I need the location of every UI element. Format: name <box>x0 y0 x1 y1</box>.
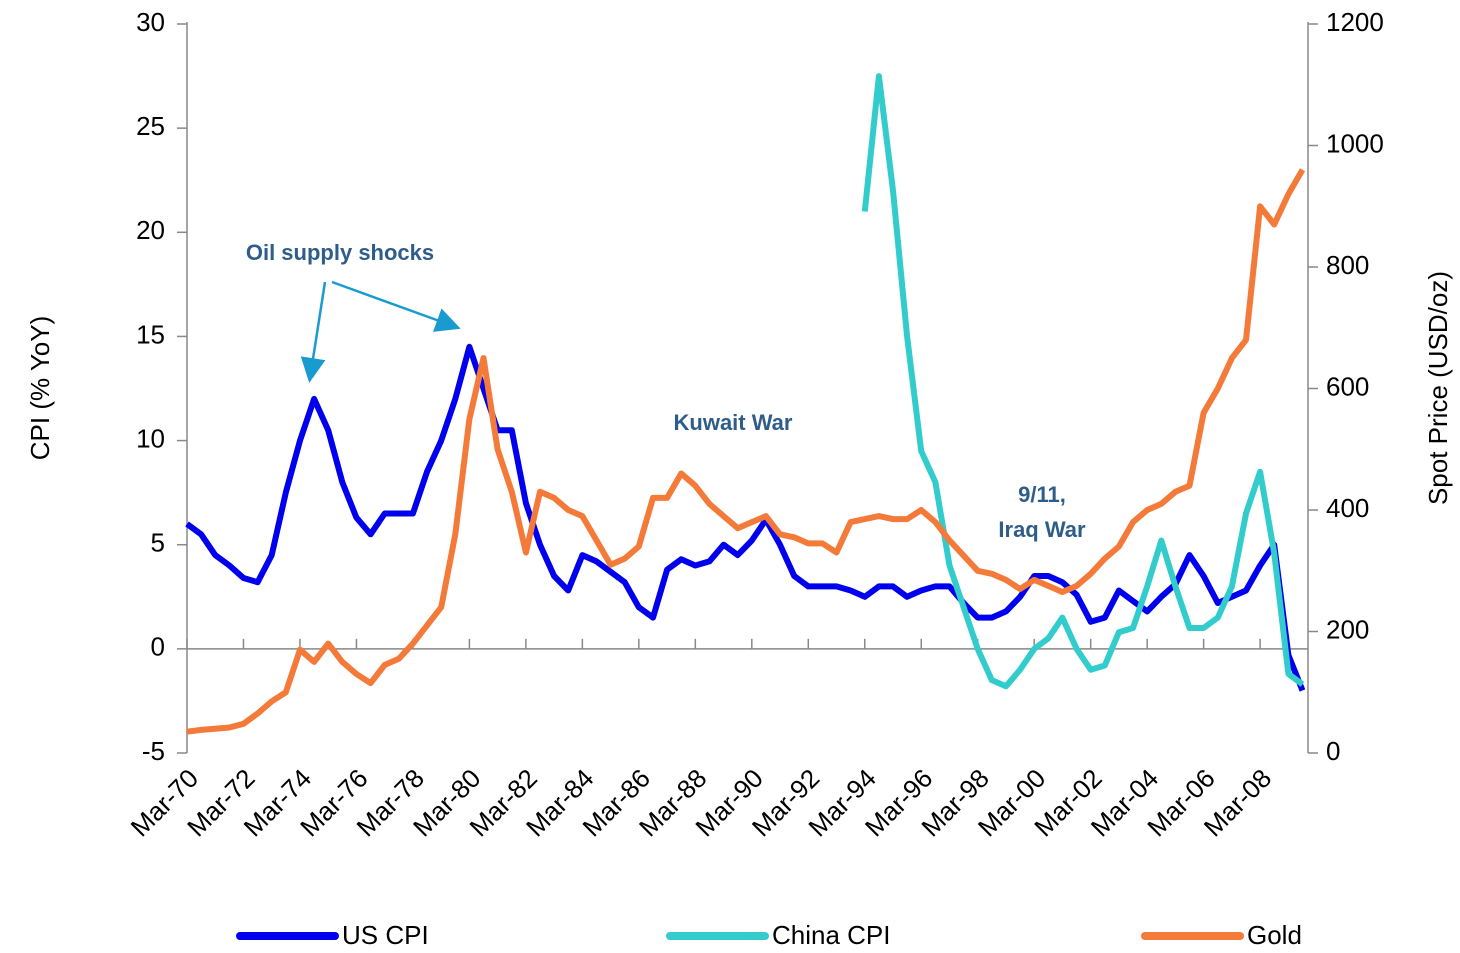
annotation: Kuwait War <box>674 410 793 435</box>
legend-label: US CPI <box>342 920 429 950</box>
series-line <box>185 343 1306 692</box>
y2-axis-title: Spot Price (USD/oz) <box>1423 271 1453 505</box>
y-tick-label: 10 <box>136 423 165 453</box>
y-tick-label: -5 <box>142 736 165 766</box>
annotation: 9/11, <box>1018 482 1066 507</box>
series-line <box>861 73 1305 690</box>
y2-tick-label: 800 <box>1326 250 1369 280</box>
y2-tick-label: 200 <box>1326 614 1369 644</box>
y-tick-label: 0 <box>151 632 165 662</box>
legend-label: China CPI <box>772 920 891 950</box>
y-tick-label: 20 <box>136 215 165 245</box>
y-tick-label: 25 <box>136 111 165 141</box>
y-axis-title: CPI (% YoY) <box>25 316 55 461</box>
y2-tick-label: 400 <box>1326 493 1369 523</box>
y-tick-label: 15 <box>136 319 165 349</box>
y2-tick-label: 600 <box>1326 371 1369 401</box>
annotation: Oil supply shocks <box>246 240 434 265</box>
arrow <box>300 281 327 383</box>
annotation: Iraq War <box>998 517 1086 542</box>
y2-tick-label: 0 <box>1326 736 1340 766</box>
series-line <box>186 168 1306 735</box>
arrow <box>331 280 461 332</box>
legend-label: Gold <box>1247 920 1302 950</box>
y2-tick-label: 1200 <box>1326 7 1384 37</box>
y2-tick-label: 1000 <box>1326 128 1384 158</box>
y-tick-label: 30 <box>136 7 165 37</box>
y-tick-label: 5 <box>151 528 165 558</box>
